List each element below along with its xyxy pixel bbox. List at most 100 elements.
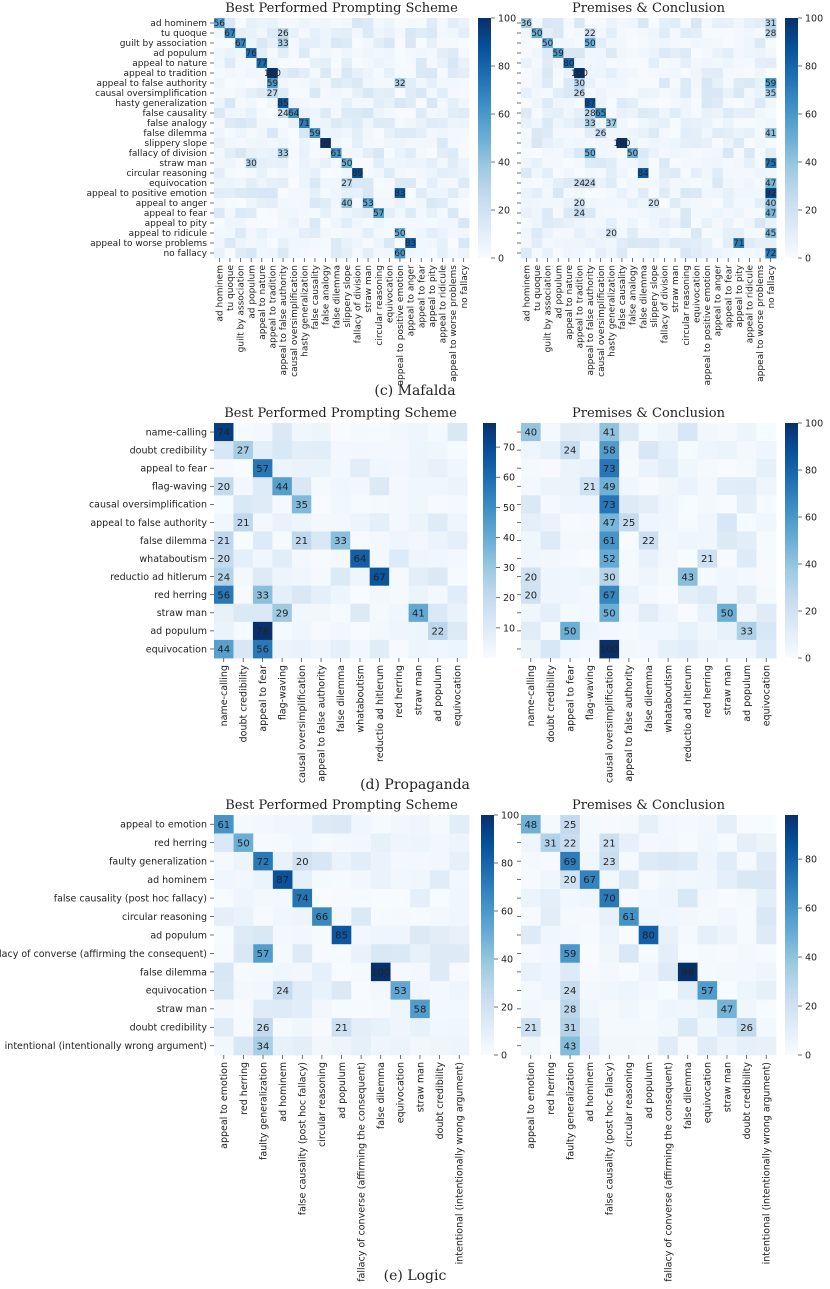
cell-value-label: 66 [316,912,329,923]
heatmap-cell [619,639,640,659]
heatmap-cell [288,28,300,39]
heatmap-cell [521,833,542,853]
heatmap-cell [606,68,618,79]
x-tick-label: tu quoque [533,265,543,311]
heatmap-cell [744,168,756,179]
y-tick-label: false analogy [147,119,208,129]
heatmap-cell [415,148,427,159]
heatmap-cell [659,108,671,119]
heatmap-cell [214,178,226,189]
heatmap-cell [447,495,468,514]
heatmap-cell [531,228,543,239]
heatmap-cell [362,38,374,49]
y-tick-label: slippery slope [145,139,208,149]
heatmap-cell [616,98,628,109]
heatmap-cell [717,477,738,496]
heatmap-cell [449,999,470,1019]
heatmap-cell [458,118,470,129]
heatmap-cell [384,118,396,129]
x-tick-label: appeal to false authority [279,264,289,375]
heatmap-cell [299,78,311,89]
heatmap-cell [659,68,671,79]
heatmap-cell [320,68,332,79]
heatmap-cell [330,423,351,442]
heatmap-cell [754,28,766,39]
heatmap-cell [584,118,596,129]
heatmap-cell [369,549,390,569]
heatmap-cell [449,870,470,890]
heatmap-cell [736,603,757,623]
heatmap-cell [619,870,640,890]
heatmap-cell [754,108,766,119]
heatmap-cell [405,78,417,89]
heatmap-cell [429,944,450,964]
heatmap-cell [619,495,640,514]
heatmap-cell [390,851,411,871]
heatmap-cell [637,198,649,209]
cell-value-label: 32 [394,79,405,89]
heatmap-cell [214,981,235,1001]
heatmap-cell [224,238,236,249]
heatmap-cell [658,441,679,460]
heatmap-cell [584,28,596,39]
heatmap-cell [256,18,268,29]
heatmap-cell [697,962,718,982]
heatmap-cell [233,999,254,1019]
heatmap-cell [606,208,618,219]
heatmap-cell [330,68,342,79]
heatmap-cell [214,238,226,249]
heatmap-cell [560,441,581,460]
heatmap-cell [691,178,703,189]
heatmap-cell [736,925,757,945]
y-tick-label: false dilemma [143,129,207,139]
heatmap-cell [717,815,738,834]
heatmap-cell [691,78,703,89]
heatmap-cell [616,78,628,89]
heatmap-cell [214,603,234,623]
heatmap-cell [521,118,533,129]
heatmap-cell [691,68,703,79]
heatmap-cell [658,549,679,569]
cell-value-label: 24 [217,572,230,583]
heatmap-cell [584,248,596,259]
heatmap-cell [584,78,596,89]
heatmap-cell [311,477,332,496]
heatmap-cell [245,68,257,79]
heatmap-cell [408,639,429,659]
heatmap-cell [428,495,448,514]
heatmap-cell [272,833,293,853]
heatmap-cell [677,603,698,623]
heatmap-cell [330,549,351,569]
heatmap-cell [765,88,777,99]
heatmap-cell [677,585,698,605]
heatmap-cell [712,58,724,69]
colorbar-tick-label: 40 [498,158,510,169]
heatmap-cell [563,228,575,239]
heatmap-cell [277,38,289,49]
heatmap-cell [272,603,293,623]
heatmap-cell [449,962,470,982]
cell-value-label: 50 [721,608,734,619]
heatmap-cell [712,158,724,169]
y-tick-label: reductio ad hitlerum [110,572,207,583]
heatmap-cell [744,128,756,139]
heatmap-cell [722,88,734,99]
heatmap-cell [677,1036,698,1056]
heatmap-cell [352,218,364,229]
x-tick-label: flag-waving [277,665,288,720]
heatmap-cell [669,148,681,159]
heatmap-cell [384,88,396,99]
x-tick-label: whataboutism [663,665,674,733]
heatmap-cell [458,148,470,159]
x-tick-label: straw man [722,1062,733,1112]
heatmap-cell [680,98,692,109]
heatmap-cell [669,178,681,189]
heatmap-cell [330,639,351,659]
heatmap-cell [408,567,429,587]
heatmap-cell [627,248,639,259]
heatmap-cell [224,228,236,239]
heatmap-cell [362,28,374,39]
heatmap-cell [447,158,459,169]
heatmap-cell [680,88,692,99]
heatmap-cell [428,477,448,496]
